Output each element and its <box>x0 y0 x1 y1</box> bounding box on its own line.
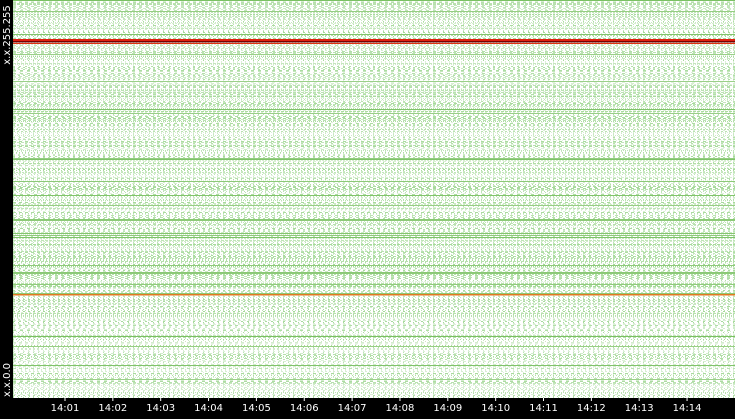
y-label-top: x.x.255.255 <box>2 5 13 65</box>
highlight-line <box>13 294 735 296</box>
x-tick-label: 14:08 <box>386 403 415 414</box>
highlight-line <box>13 41 735 43</box>
x-tick-label: 14:10 <box>481 403 510 414</box>
x-tick-label: 14:06 <box>290 403 319 414</box>
highlight-line <box>13 43 735 44</box>
x-tick-label: 14:05 <box>242 403 271 414</box>
x-tick-label: 14:12 <box>577 403 606 414</box>
x-tick-label: 14:09 <box>433 403 462 414</box>
x-axis: 14:01 14:02 14:03 14:04 14:05 14:06 14:07 14:08… <box>51 398 702 414</box>
x-tick-label: 14:04 <box>194 403 223 414</box>
x-tick-label: 14:03 <box>146 403 175 414</box>
x-tick-label: 14:02 <box>98 403 127 414</box>
traffic-texture <box>13 0 735 398</box>
x-tick-label: 14:11 <box>529 403 558 414</box>
y-label-bottom: x.x.0.0 <box>2 363 13 397</box>
x-tick-label: 14:07 <box>338 403 367 414</box>
highlight-line <box>13 39 735 41</box>
x-tick-label: 14:01 <box>51 403 80 414</box>
x-tick-label: 14:14 <box>673 403 702 414</box>
x-tick-label: 14:13 <box>625 403 654 414</box>
